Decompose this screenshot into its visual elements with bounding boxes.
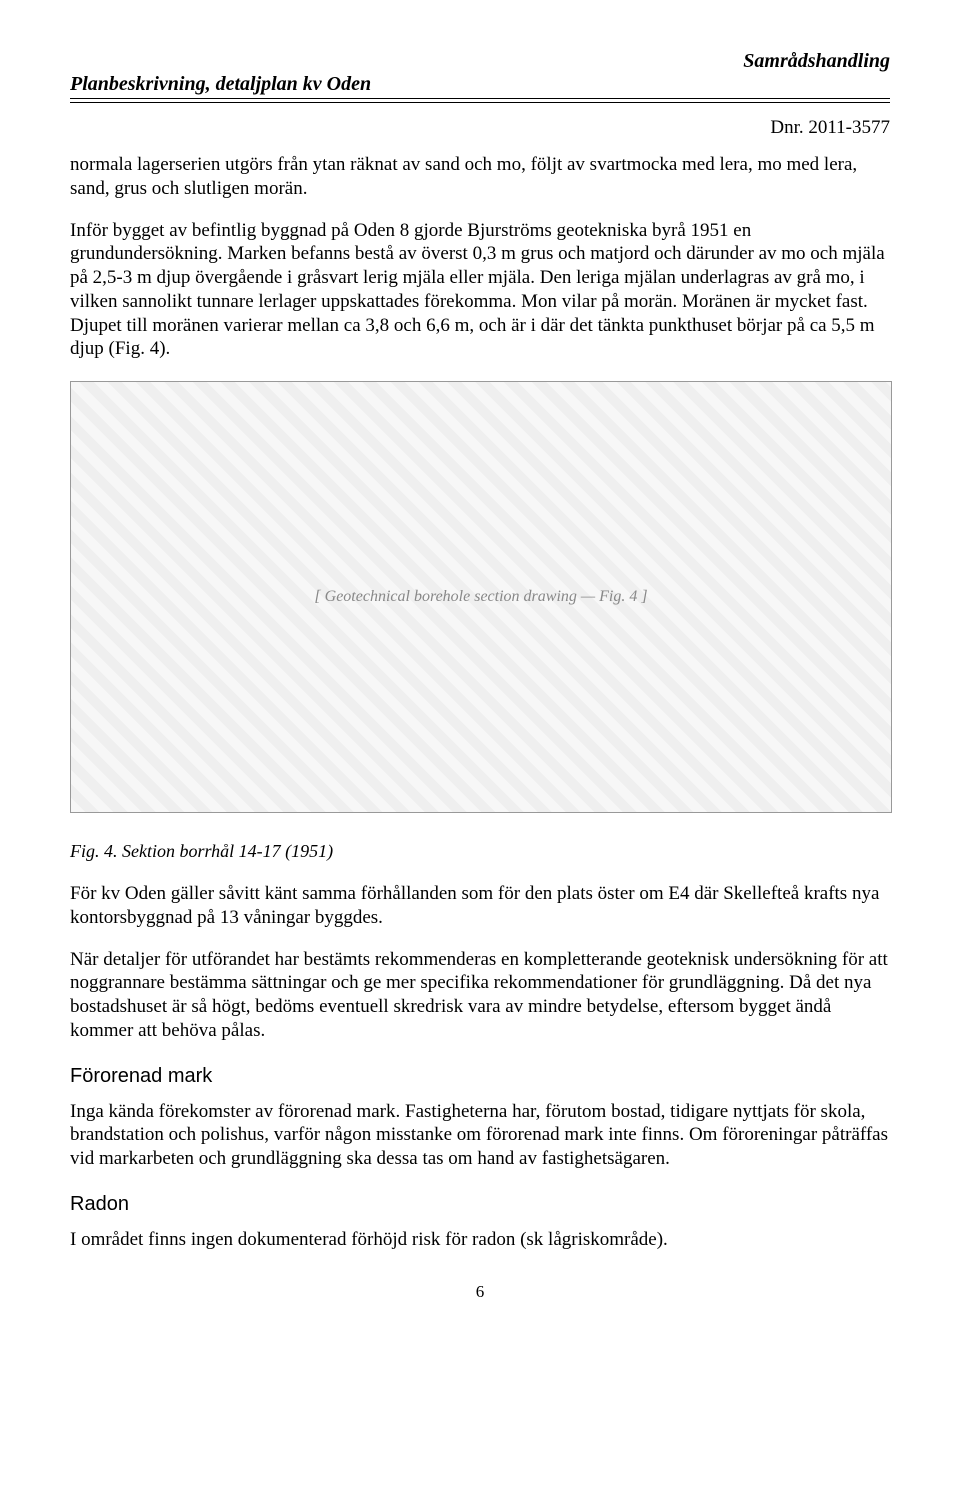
page-number: 6 (70, 1282, 890, 1302)
document-page: Samrådshandling Planbeskrivning, detaljp… (0, 0, 960, 1342)
paragraph-5: Inga kända förekomster av förorenad mark… (70, 1100, 890, 1171)
paragraph-2: Inför bygget av befintlig byggnad på Ode… (70, 219, 890, 362)
header-rule-2 (70, 102, 890, 103)
figure-4-image: [ Geotechnical borehole section drawing … (70, 381, 892, 813)
paragraph-4: När detaljer för utförandet har bestämts… (70, 948, 890, 1043)
section-heading-radon: Radon (70, 1193, 890, 1216)
paragraph-6: I området finns ingen dokumenterad förhö… (70, 1228, 890, 1252)
figure-4-caption: Fig. 4. Sektion borrhål 14-17 (1951) (70, 841, 890, 862)
figure-placeholder-label: [ Geotechnical borehole section drawing … (314, 588, 647, 606)
header-row: Planbeskrivning, detaljplan kv Oden (70, 73, 890, 96)
paragraph-3: För kv Oden gäller såvitt känt samma för… (70, 882, 890, 930)
header-left: Planbeskrivning, detaljplan kv Oden (70, 73, 371, 96)
header-right: Samrådshandling (743, 50, 890, 72)
section-heading-fororenad-mark: Förorenad mark (70, 1065, 890, 1088)
header-right-container: Samrådshandling (70, 50, 890, 73)
paragraph-1: normala lagerserien utgörs från ytan räk… (70, 153, 890, 201)
header-rule-1 (70, 98, 890, 99)
diary-number: Dnr. 2011-3577 (70, 117, 890, 139)
